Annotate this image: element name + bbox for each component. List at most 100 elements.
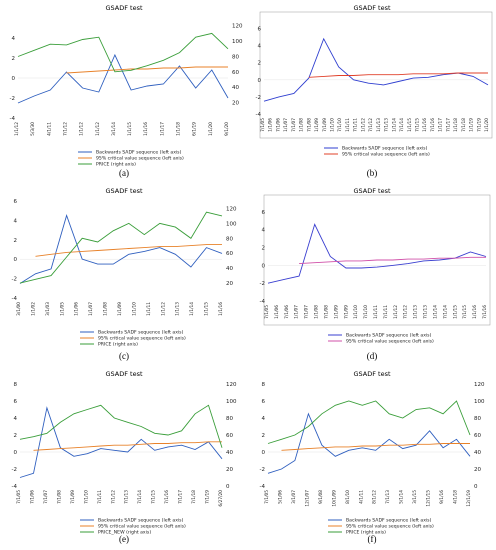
right-axis-tick-label: 80 <box>226 416 233 422</box>
x-axis-tick-label: 7/1/09 <box>322 118 328 132</box>
chart-panel-f: GSADF test 8 6 4 2 0 -2 -4 120 100 80 60 40 20 0 7/1/05… <box>248 366 496 549</box>
left-axis-tick-label: 0 <box>262 450 266 456</box>
x-axis-tick-label: 4/1/18 <box>453 490 459 504</box>
chart-panel-e: GSADF test 8 6 4 2 0 -2 -4 120 100 80 60 40 20 0 7/1/05… <box>0 366 248 549</box>
x-axis-tick-label: 5/3/30 <box>30 122 36 136</box>
x-axis-tick-label: 1/1/15 <box>204 302 210 316</box>
left-axis-tick-label: 6 <box>262 399 266 405</box>
legend-entry: 95% critical value sequence (left axis) <box>346 524 434 530</box>
right-axis-tick-label: 60 <box>226 251 233 257</box>
right-axis-tick-label: 120 <box>474 382 485 388</box>
x-axis-tick-label: 7/1/06 <box>284 305 290 319</box>
x-axis-tick-label: 1/1/09 <box>314 118 320 132</box>
x-axis-tick-label: 7/1/08 <box>323 305 329 319</box>
left-axis-tick-label: 6 <box>14 199 18 205</box>
x-axis-tick-label: 1/1/15 <box>127 122 133 136</box>
x-axis-tick-label: 5/1/14 <box>399 490 405 504</box>
x-axis-tick-label: 7/1/13 <box>384 118 390 132</box>
x-axis-tick-label: 1/1/14 <box>432 305 438 319</box>
legend-entry: 95% critical value sequence (left axis) <box>98 524 186 530</box>
x-axis-tick-label: 1/1/20 <box>208 122 214 136</box>
x-axis-tick-label: 6/27/20 <box>218 490 224 507</box>
chart-title: GSADF test <box>105 370 142 378</box>
x-axis-tick-label: 7/1/17 <box>445 118 451 132</box>
x-axis-tick-label: 7/1/09 <box>343 305 349 319</box>
right-axis-tick-label: 20 <box>226 281 233 287</box>
x-axis-tick-label: 1/1/17 <box>159 122 165 136</box>
x-axis-tick-label: 1/1/13 <box>175 302 181 316</box>
x-axis-tick-label: 7/1/09 <box>70 490 76 504</box>
price-series-line <box>267 400 471 444</box>
price-series-line <box>19 404 223 448</box>
x-axis-tick-label: 9/1/20 <box>224 122 230 136</box>
left-axis-tick-label: 0 <box>258 78 262 84</box>
x-axis-tick-label: 1/1/08 <box>314 305 320 319</box>
x-axis-tick-label: 1/1/16 <box>218 302 224 316</box>
right-axis-tick-label: 100 <box>474 399 485 405</box>
price-series-line <box>17 32 229 73</box>
left-axis-tick-label: -2 <box>12 277 17 283</box>
x-axis-tick-label: 3/1/00 <box>16 302 22 316</box>
x-axis-tick-label: 8/1/10 <box>345 490 351 504</box>
x-axis-tick-label: 7/1/07 <box>304 305 310 319</box>
critical-value-series-line <box>308 72 488 78</box>
x-axis-tick-label: 1/1/09 <box>117 302 123 316</box>
x-axis-tick-label: 6/1/19 <box>192 122 198 136</box>
x-axis-tick-label: 1/1/05 <box>59 302 65 316</box>
critical-value-series-line <box>66 66 228 74</box>
left-axis-tick-label: 2 <box>14 433 18 439</box>
x-axis-tick-label: 7/1/11 <box>353 118 359 132</box>
x-axis-tick-label: 7/1/10 <box>83 490 89 504</box>
right-axis-tick-label: 100 <box>232 39 243 45</box>
legend-entry: Backwards SADF sequence (left axis) <box>98 518 184 524</box>
x-axis-tick-label: 7/1/08 <box>56 490 62 504</box>
x-axis-tick-label: 7/1/19 <box>205 490 211 504</box>
critical-value-series-line <box>33 441 222 451</box>
x-axis-tick-label: 7/1/14 <box>442 305 448 319</box>
x-axis-tick-label: 12/1/19 <box>466 490 472 507</box>
left-axis-tick-label: -4 <box>12 296 18 302</box>
x-axis-tick-label: 1/1/06 <box>274 305 280 319</box>
left-axis-tick-label: 2 <box>12 56 16 62</box>
x-axis-tick-label: 7/1/12 <box>368 118 374 132</box>
x-axis-tick-label: 7/1/14 <box>399 118 405 132</box>
left-axis-tick-label: 8 <box>14 382 18 388</box>
left-axis-tick-label: -4 <box>12 484 18 490</box>
x-axis-tick-label: 7/1/14 <box>137 490 143 504</box>
chart-title: GSADF test <box>353 370 390 378</box>
panel-label: (a) <box>119 168 129 178</box>
left-axis-tick-label: -2 <box>12 467 17 473</box>
legend-entry: PRICE (right axis) <box>98 342 138 348</box>
chart-svg: GSADF test 6 4 2 0 -2 -47/1/05 1/1/06 7/1/06 1/1/… <box>260 187 491 361</box>
right-axis-tick-label: 120 <box>232 24 243 30</box>
panel-label: (d) <box>367 351 378 361</box>
x-axis-tick-label: 1/1/10 <box>131 302 137 316</box>
x-axis-tick-label: 1/1/16 <box>472 305 478 319</box>
panel-label: (c) <box>119 351 129 361</box>
right-axis-tick-label: 40 <box>232 85 239 91</box>
legend-entry: 95% critical value sequence (left axis) <box>96 156 184 162</box>
x-axis-tick-label: 1/1/15 <box>452 305 458 319</box>
plot-frame <box>263 194 491 326</box>
left-axis-tick-label: 0 <box>14 257 18 263</box>
x-axis-tick-label: 1/1/08 <box>103 302 109 316</box>
legend-entry: Backwards SADF sequence (left axis) <box>342 146 428 152</box>
legend-entry: 95% critical value sequence (left axis) <box>98 336 186 342</box>
x-axis-tick-label: 1/1/12 <box>95 122 101 136</box>
right-axis-tick-label: 60 <box>474 433 481 439</box>
x-axis-tick-label: 4/1/11 <box>358 490 364 504</box>
panel-label: (e) <box>119 534 129 544</box>
left-axis-tick-label: 0 <box>262 263 266 269</box>
critical-value-series-line <box>281 443 470 451</box>
panel-label: (b) <box>367 168 378 178</box>
x-axis-tick-label: 7/1/13 <box>385 490 391 504</box>
x-axis-tick-label: 7/1/10 <box>337 118 343 132</box>
legend-entry: PRICE (right axis) <box>346 530 386 536</box>
x-axis-tick-label: 7/1/07 <box>291 118 297 132</box>
backwards-sadf-series-line <box>263 37 489 102</box>
left-axis-tick-label: 2 <box>262 433 266 439</box>
right-axis-tick-label: 40 <box>226 266 233 272</box>
x-axis-tick-label: 7/1/07 <box>43 490 49 504</box>
x-axis-tick-label: 1/1/06 <box>74 302 80 316</box>
